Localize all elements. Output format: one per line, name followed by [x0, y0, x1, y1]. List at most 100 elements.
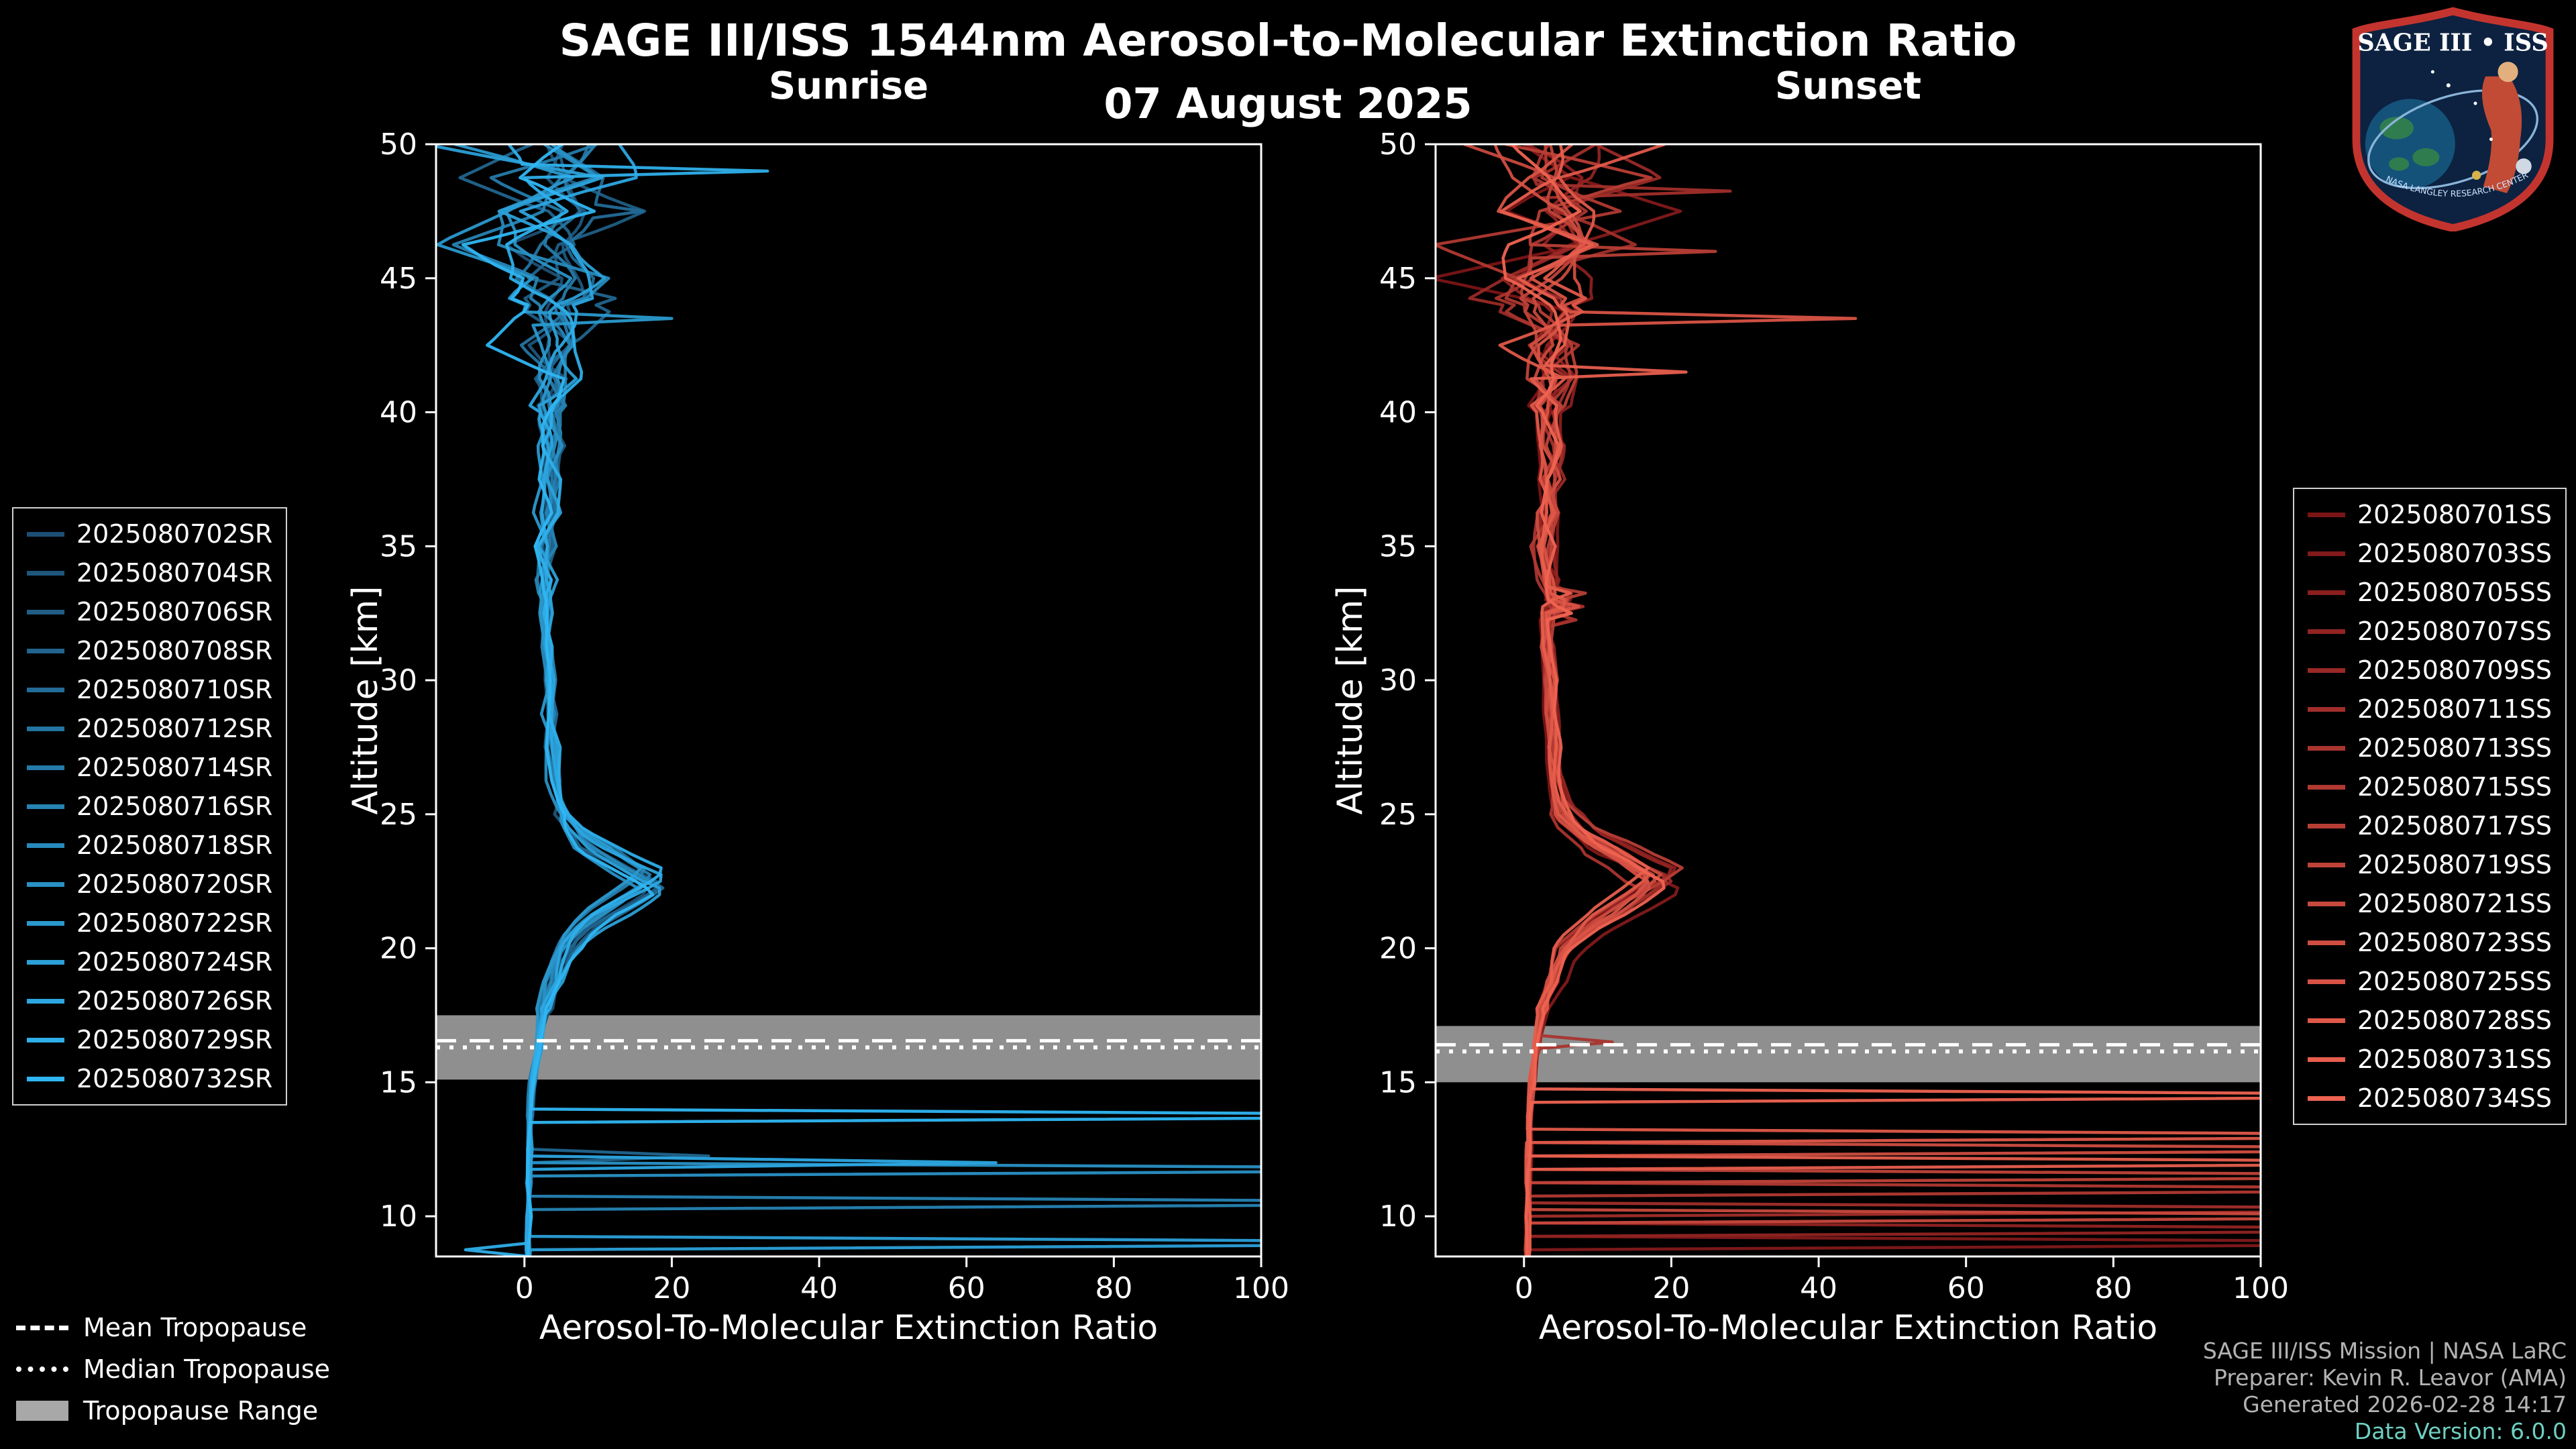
legend-color-line [27, 765, 64, 770]
legend-color-line [2307, 512, 2345, 517]
tropopause-legend-range: Tropopause Range [16, 1393, 330, 1429]
legend-event-label: 2025080719SS [2357, 850, 2552, 879]
sunrise-profiles [436, 144, 1261, 1256]
profile-line-2025080731SS [1499, 144, 2261, 1256]
legend-color-line [27, 531, 64, 537]
legend-event-label: 2025080716SR [76, 792, 273, 821]
y-tick-label: 15 [380, 1065, 417, 1099]
legend-event-label: 2025080711SS [2357, 694, 2552, 724]
x-tick-label: 80 [1095, 1271, 1132, 1305]
median-tropopause-label: Median Tropopause [83, 1354, 330, 1384]
legend-event-label: 2025080712SR [76, 714, 273, 743]
x-tick-label: 100 [2233, 1271, 2289, 1305]
page-title: SAGE III/ISS 1544nm Aerosol-to-Molecular… [559, 15, 2017, 66]
legend-color-line [2307, 823, 2345, 828]
profile-line-2025080729SR [464, 144, 769, 1256]
legend-event-label: 2025080704SR [76, 558, 273, 588]
credit-line-mission: SAGE III/ISS Mission | NASA LaRC [2202, 1338, 2567, 1364]
logo-title: SAGE III • ISS [2357, 29, 2548, 56]
x-tick-label: 20 [1652, 1271, 1690, 1305]
logo-earth-land [2412, 148, 2440, 166]
y-tick-label: 30 [1379, 663, 1417, 698]
legend-color-line [2307, 551, 2345, 556]
credit-line-version: Data Version: 6.0.0 [2354, 1418, 2567, 1444]
plot-border [1434, 143, 2262, 1258]
tropopause-range-band [1436, 1026, 2261, 1083]
y-tick-label: 50 [380, 127, 417, 162]
logo-earth-land [2379, 117, 2414, 140]
legend-item: 2025080701SS [2307, 498, 2552, 531]
x-tick-label: 40 [800, 1271, 838, 1305]
legend-event-label: 2025080731SS [2357, 1044, 2552, 1074]
legend-color-line [2307, 901, 2345, 906]
logo-star [2430, 70, 2434, 74]
legend-event-label: 2025080723SS [2357, 928, 2552, 957]
mean-tropopause-line-sample [16, 1325, 68, 1330]
y-tick-label: 50 [1379, 127, 1417, 162]
legend-color-line [27, 687, 64, 692]
y-tick-label: 20 [380, 932, 417, 966]
profile-line-2025080726SR [519, 144, 998, 1256]
legend-item: 2025080707SS [2307, 615, 2552, 647]
x-tick-label: 20 [653, 1271, 690, 1305]
legend-item: 2025080728SS [2307, 1004, 2552, 1036]
y-tick-label: 10 [1379, 1199, 1417, 1234]
x-tick-label: 0 [515, 1271, 534, 1305]
credits: SAGE III/ISS Mission | NASA LaRC Prepare… [2203, 1338, 2567, 1445]
legend-event-label: 2025080715SS [2357, 772, 2552, 802]
y-tick-label: 25 [1379, 798, 1417, 832]
legend-item: 2025080703SS [2307, 537, 2552, 570]
profile-line-2025080732SR [461, 144, 1261, 1256]
legend-color-line [27, 998, 64, 1004]
tropopause-legend-median: Median Tropopause [16, 1351, 330, 1387]
legend-color-line [27, 648, 64, 653]
legend-event-label: 2025080702SR [76, 519, 273, 549]
legend-event-label: 2025080703SS [2357, 539, 2552, 568]
legend-item: 2025080729SR [27, 1024, 272, 1056]
sage-iii-iss-logo: SAGE III • ISS NASA LANGLEY RESEARCH CEN… [2352, 7, 2554, 231]
legend-color-line [27, 804, 64, 809]
panel-title-sunset: Sunset [1774, 64, 1922, 108]
profile-line-2025080708SR [458, 144, 710, 1256]
page-date: 07 August 2025 [1104, 79, 1472, 128]
legend-color-line [2307, 629, 2345, 634]
legend-event-label: 2025080725SS [2357, 967, 2552, 996]
legend-item: 2025080722SR [27, 907, 272, 939]
legend-item: 2025080726SR [27, 985, 272, 1017]
legend-event-label: 2025080734SS [2357, 1083, 2552, 1113]
legend-event-label: 2025080707SS [2357, 616, 2552, 646]
logo-figure-icon [2481, 76, 2522, 194]
logo-star [2489, 138, 2493, 142]
legend-color-line [27, 920, 64, 926]
y-tick-label: 45 [380, 262, 417, 296]
legend-color-line [2307, 1057, 2345, 1062]
legend-item: 2025080734SS [2307, 1082, 2552, 1114]
y-tick-label: 40 [1379, 396, 1417, 430]
mean-tropopause-label: Mean Tropopause [83, 1313, 307, 1342]
legend-item: 2025080711SS [2307, 693, 2552, 725]
legend-color-line [2307, 590, 2345, 595]
sunrise-legend: 2025080702SR 2025080704SR 2025080706SR 2025… [12, 507, 288, 1106]
legend-event-label: 2025080724SR [76, 947, 273, 977]
legend-event-label: 2025080728SS [2357, 1006, 2552, 1035]
profile-line-2025080718SR [496, 144, 651, 1256]
tropopause-legend-mean: Mean Tropopause [16, 1309, 330, 1346]
logo-figure-head [2498, 62, 2518, 83]
x-axis-label-sunset: Aerosol-To-Molecular Extinction Ratio [1538, 1308, 2158, 1347]
legend-item: 2025080716SR [27, 790, 272, 822]
y-tick-label: 20 [1379, 932, 1417, 966]
logo-earth-land [2389, 157, 2410, 171]
legend-color-line [27, 570, 64, 576]
legend-event-label: 2025080732SR [76, 1064, 273, 1093]
sunset-legend: 2025080701SS 2025080703SS 2025080705SS 2025… [2292, 488, 2567, 1125]
legend-item: 2025080706SR [27, 596, 272, 628]
legend-item: 2025080724SR [27, 946, 272, 978]
legend-event-label: 2025080701SS [2357, 500, 2552, 529]
legend-event-label: 2025080706SR [76, 597, 273, 627]
legend-item: 2025080723SS [2307, 926, 2552, 959]
legend-event-label: 2025080718SR [76, 830, 273, 860]
legend-color-line [2307, 667, 2345, 673]
y-tick-label: 35 [380, 529, 417, 564]
logo-star [2473, 101, 2477, 105]
credit-line-preparer: Preparer: Kevin R. Leavor (AMA) [2214, 1364, 2567, 1391]
